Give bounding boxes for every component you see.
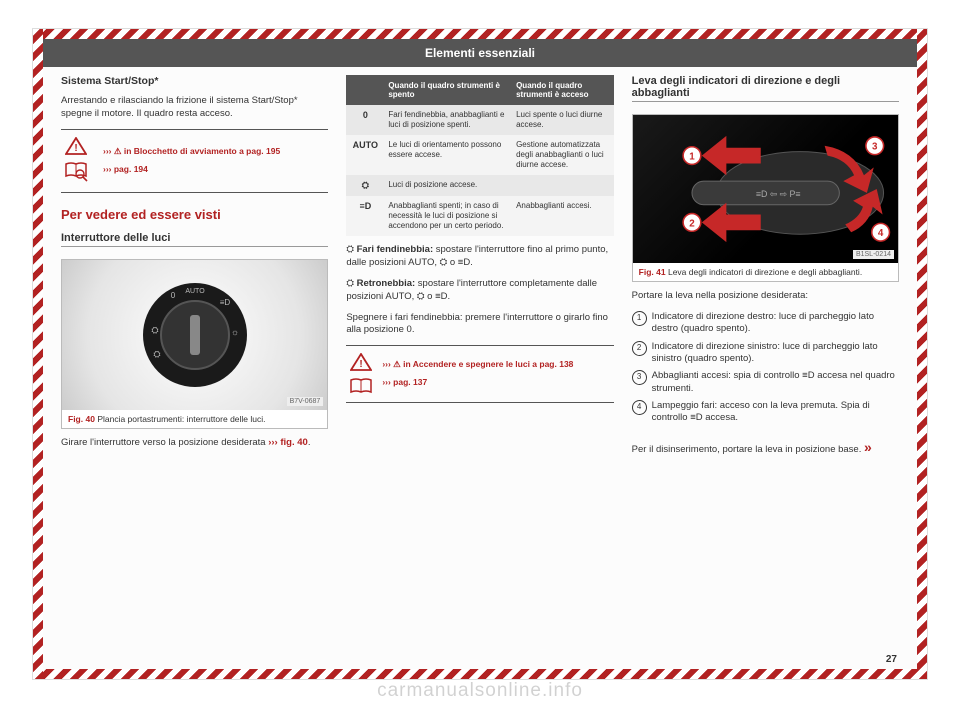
sym-auto: AUTO xyxy=(346,135,384,175)
page-number: 27 xyxy=(886,654,897,665)
page-title-band: Elementi essenziali xyxy=(43,39,917,67)
svg-text:3: 3 xyxy=(872,142,878,153)
para-startstop: Arrestando e rilasciando la frizione il … xyxy=(61,95,328,121)
figure-40-caption: Fig. 40 Plancia portastrumenti: interrut… xyxy=(62,410,327,428)
sym-pos: ⛭ xyxy=(346,175,384,196)
table-row: ⛭ Luci di posizione accese. xyxy=(346,175,613,196)
fig41-label: Fig. 41 xyxy=(639,267,666,277)
th-off: Quando il quadro strumenti è spento xyxy=(384,75,512,105)
stripe-left xyxy=(33,29,43,679)
sub-heading-lever: Leva degli indicatori di direzione e deg… xyxy=(632,75,899,102)
fig40-label: Fig. 40 xyxy=(68,414,95,424)
column-2: Quando il quadro strumenti è spento Quan… xyxy=(346,75,613,651)
ref-1b: ››› pag. 194 xyxy=(103,164,148,174)
para-fendinebbia: ⛭ Fari fendinebbia: spostare l'interrutt… xyxy=(346,244,613,270)
column-1: Sistema Start/Stop* Arrestando e rilasci… xyxy=(61,75,328,651)
dial-icon: AUTO 0 ≡D ☼ ⛭ ⛭ xyxy=(135,275,255,395)
svg-text:0: 0 xyxy=(170,291,175,300)
stripe-right xyxy=(917,29,927,679)
magnify-icon xyxy=(69,166,95,186)
svg-text:≡D: ≡D xyxy=(219,298,230,307)
svg-text:!: ! xyxy=(74,143,77,154)
page-frame: Elementi essenziali Sistema Start/Stop* … xyxy=(32,28,928,680)
callout-text: ››› ⚠ in Blocchetto di avviamento a pag.… xyxy=(103,146,280,176)
column-3: Leva degli indicatori di direzione e deg… xyxy=(632,75,899,651)
table-row: ≡D Anabbaglianti spenti; in caso di nece… xyxy=(346,196,613,236)
stripe-top xyxy=(33,29,927,39)
figure-41-code: B1SL-0214 xyxy=(853,250,894,259)
callout-text: ››› ⚠ in Accendere e spegnere le luci a … xyxy=(382,359,573,389)
callout-icons: ! xyxy=(63,136,95,186)
warning-icon: ! xyxy=(348,352,374,372)
svg-text:AUTO: AUTO xyxy=(185,288,205,295)
callout-2: ! ››› ⚠ in Accendere e spegnere le luci … xyxy=(346,345,613,403)
cell: Luci spente o luci diurne accese. xyxy=(512,105,614,135)
figure-41: ≡D ⇦ ⇨ P≡ 1 2 3 4 B1SL-0214 xyxy=(632,114,899,282)
table-row: 0 Fari fendinebbia, anabbaglianti e luci… xyxy=(346,105,613,135)
lever-illustration: ≡D ⇦ ⇨ P≡ 1 2 3 4 xyxy=(633,115,898,263)
figure-41-caption: Fig. 41 Leva degli indicatori di direzio… xyxy=(633,263,898,281)
svg-text:⛭: ⛭ xyxy=(153,349,160,359)
para-girar: Girare l'interruttore verso la posizione… xyxy=(61,437,328,450)
figure-40-code: B7V-0687 xyxy=(287,397,324,406)
ref-2a: ››› ⚠ in Accendere e spegnere le luci a … xyxy=(382,359,573,369)
para-fin-text: Per il disinserimento, portare la leva i… xyxy=(632,444,862,455)
page-title: Elementi essenziali xyxy=(425,46,535,60)
warning-icon: ! xyxy=(63,136,89,156)
cell: Anabbaglianti accesi. xyxy=(512,196,614,236)
book-icon xyxy=(348,376,374,396)
cell: Fari fendinebbia, anabbaglianti e luci d… xyxy=(384,105,512,135)
para-girar-a: Girare l'interruttore verso la posizione… xyxy=(61,437,268,448)
columns: Sistema Start/Stop* Arrestando e rilasci… xyxy=(61,75,899,651)
continue-icon: » xyxy=(864,439,872,455)
para-spegnere: Spegnere i fari fendinebbia: premere l'i… xyxy=(346,312,613,338)
numbered-list: Indicatore di direzione destro: luce di … xyxy=(632,311,899,430)
svg-text:≡D ⇦ ⇨ P≡: ≡D ⇦ ⇨ P≡ xyxy=(755,189,800,199)
list-item: Abbaglianti accesi: spia di controllo ≡D… xyxy=(632,370,899,395)
fig40-text: Plancia portastrumenti: interruttore del… xyxy=(97,414,265,424)
svg-text:!: ! xyxy=(360,359,363,370)
cell: Gestione automatizzata degli anabbaglian… xyxy=(512,135,614,175)
list-item: Lampeggio fari: acceso con la leva premu… xyxy=(632,400,899,425)
svg-text:☼: ☼ xyxy=(231,327,239,337)
para-disinserimento: Per il disinserimento, portare la leva i… xyxy=(632,438,899,457)
callout-1: ! ››› ⚠ in Blocchetto di avviamento a pa… xyxy=(61,129,328,193)
para-girar-ref: ››› fig. 40 xyxy=(268,437,308,448)
cell: Luci di posizione accese. xyxy=(384,175,613,196)
label-retronebbia: Retronebbia: xyxy=(357,278,416,289)
th-on: Quando il quadro strumenti è acceso xyxy=(512,75,614,105)
lights-table: Quando il quadro strumenti è spento Quan… xyxy=(346,75,613,236)
sym-low: ≡D xyxy=(346,196,384,236)
figure-40-image: AUTO 0 ≡D ☼ ⛭ ⛭ B7V-0687 xyxy=(62,260,327,410)
fig41-text: Leva degli indicatori di direzione e deg… xyxy=(668,267,862,277)
sym-0: 0 xyxy=(346,105,384,135)
figure-41-image: ≡D ⇦ ⇨ P≡ 1 2 3 4 B1SL-0214 xyxy=(633,115,898,263)
cell: Le luci di orientamento possono essere a… xyxy=(384,135,512,175)
para-portare: Portare la leva nella posizione desidera… xyxy=(632,290,899,303)
ref-2b: ››› pag. 137 xyxy=(382,377,427,387)
list-item: Indicatore di direzione sinistro: luce d… xyxy=(632,341,899,366)
para-retronebbia: ⛭ Retronebbia: spostare l'interruttore c… xyxy=(346,278,613,304)
figure-40: AUTO 0 ≡D ☼ ⛭ ⛭ B7V-0687 Fig. 40 Plancia… xyxy=(61,259,328,429)
cell: Anabbaglianti spenti; in caso di necessi… xyxy=(384,196,512,236)
stripe-bottom xyxy=(33,669,927,679)
list-item: Indicatore di direzione destro: luce di … xyxy=(632,311,899,336)
section-heading: Per vedere ed essere visti xyxy=(61,207,328,222)
callout-icons: ! xyxy=(348,352,374,396)
watermark: carmanualsonline.info xyxy=(0,680,960,702)
heading-startstop: Sistema Start/Stop* xyxy=(61,75,328,87)
svg-text:1: 1 xyxy=(689,152,695,163)
svg-text:2: 2 xyxy=(689,218,695,229)
table-row: AUTO Le luci di orientamento possono ess… xyxy=(346,135,613,175)
para-girar-c: . xyxy=(308,437,311,448)
sub-heading-lights: Interruttore delle luci xyxy=(61,232,328,247)
svg-text:4: 4 xyxy=(878,228,884,239)
ref-1a: ››› ⚠ in Blocchetto di avviamento a pag.… xyxy=(103,146,280,156)
svg-text:⛭: ⛭ xyxy=(151,325,158,335)
label-fendinebbia: Fari fendinebbia: xyxy=(357,244,434,255)
